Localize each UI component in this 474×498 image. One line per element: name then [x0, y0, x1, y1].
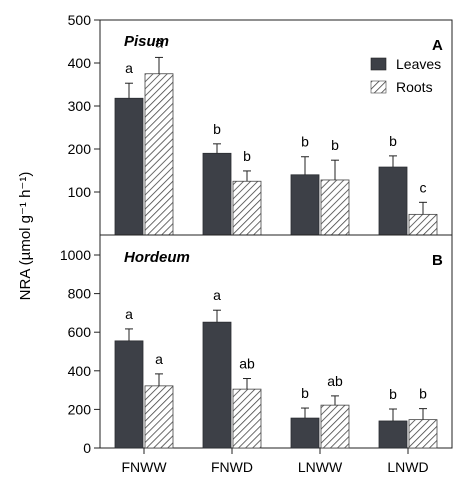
panel-b: 0 200 400 600 800 1000 a a a ab b ab b b Hordeum B [60, 234, 453, 456]
significance-label: a [125, 306, 133, 322]
y-tick-label: 400 [68, 55, 92, 71]
x-tick-label: FNWW [121, 459, 167, 475]
bar-leaves [290, 417, 320, 449]
significance-label: b [243, 148, 251, 164]
significance-label: a [155, 34, 163, 50]
panel-a-y-axis: 100 200 300 400 500 [68, 12, 100, 200]
bar-leaves [202, 152, 232, 236]
bar-roots [232, 388, 262, 449]
bar-leaves [378, 166, 408, 236]
bar-leaves [114, 97, 144, 236]
significance-label: b [213, 121, 221, 137]
legend-swatch-leaves [370, 57, 387, 71]
significance-label: a [213, 287, 221, 303]
significance-label: ab [327, 373, 343, 389]
legend-swatch-roots [370, 80, 387, 94]
panel-b-frame [99, 234, 453, 449]
y-tick-label: 500 [68, 12, 92, 28]
panel-b-bars: a a a ab b ab b b [114, 287, 438, 449]
panel-a: 100 200 300 400 500 a a b b b b b c Pisum A Leaves … [68, 12, 453, 236]
y-tick-label: 200 [68, 401, 92, 417]
bar-leaves [202, 321, 232, 449]
bar-leaves [378, 420, 408, 449]
bar-roots [232, 180, 262, 236]
significance-label: b [389, 386, 397, 402]
y-tick-label: 1000 [60, 247, 91, 263]
panel-b-y-axis: 0 200 400 600 800 1000 [60, 247, 100, 456]
panel-b-title: Hordeum [124, 249, 190, 266]
panel-a-title: Pisum [124, 33, 169, 50]
bar-roots [144, 385, 174, 449]
bar-roots [144, 73, 174, 236]
legend: Leaves Roots [370, 56, 441, 95]
panel-a-letter: A [432, 37, 443, 54]
significance-label: a [125, 60, 133, 76]
significance-label: b [419, 386, 427, 402]
y-tick-label: 300 [68, 98, 92, 114]
significance-label: b [331, 137, 339, 153]
bar-leaves [114, 340, 144, 449]
significance-label: a [155, 351, 163, 367]
y-tick-label: 800 [68, 286, 92, 302]
bar-roots [320, 179, 350, 236]
legend-label-leaves: Leaves [396, 56, 441, 72]
bar-leaves [290, 174, 320, 236]
x-axis-categories: FNWW FNWD LNWW LNWD [121, 448, 429, 475]
significance-label: b [389, 133, 397, 149]
x-tick-label: LNWW [298, 459, 343, 475]
panel-a-bars: a a b b b b b c [114, 34, 438, 236]
bar-roots [320, 404, 350, 449]
bar-roots [408, 419, 438, 449]
significance-label: c [420, 179, 427, 195]
y-tick-label: 400 [68, 363, 92, 379]
significance-label: b [301, 134, 309, 150]
x-tick-label: LNWD [387, 459, 428, 475]
y-axis-label: NRA (µmol g⁻¹ h⁻¹) [17, 172, 34, 301]
legend-label-roots: Roots [396, 79, 433, 95]
y-tick-label: 200 [68, 141, 92, 157]
y-tick-label: 0 [83, 440, 91, 456]
x-tick-label: FNWD [211, 459, 253, 475]
y-tick-label: 100 [68, 184, 92, 200]
bar-roots [408, 213, 438, 236]
y-tick-label: 600 [68, 324, 92, 340]
significance-label: b [301, 385, 309, 401]
panel-b-letter: B [432, 252, 443, 269]
significance-label: ab [239, 356, 255, 372]
